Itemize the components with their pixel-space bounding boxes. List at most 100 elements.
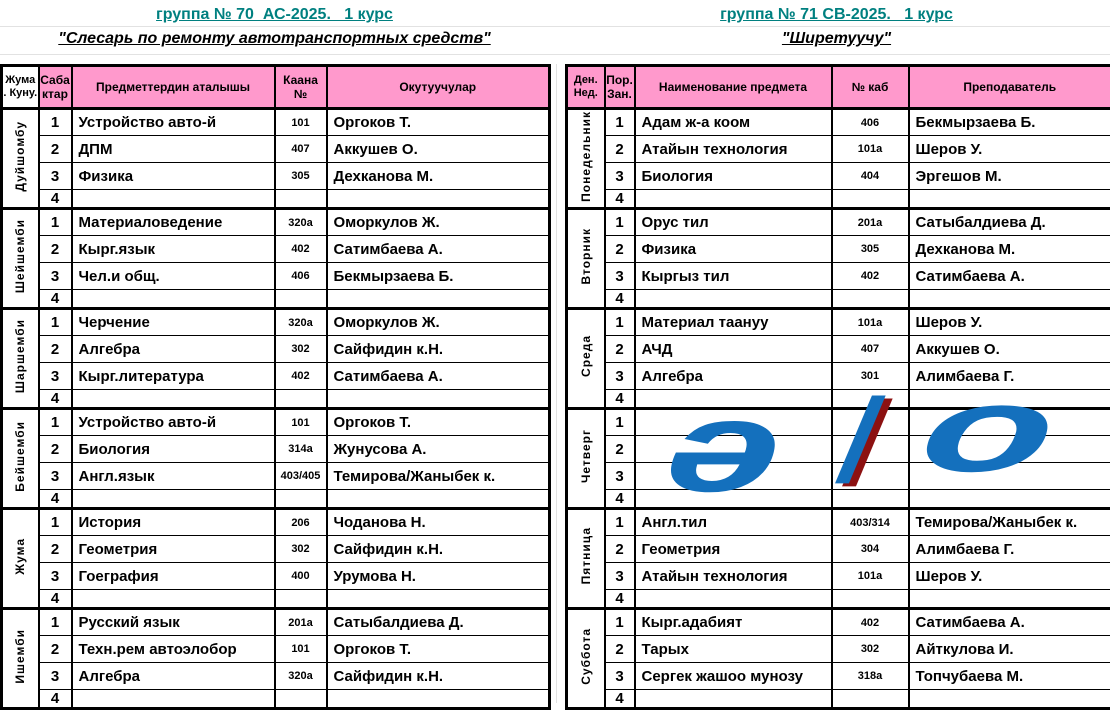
lesson-number-cell: 3 [605, 563, 635, 590]
lesson-number-cell: 2 [39, 336, 72, 363]
subject-cell [635, 390, 832, 409]
room-number-cell [832, 436, 909, 463]
teacher-cell: Оморкулов Ж. [327, 309, 550, 336]
lesson-number-cell: 4 [39, 190, 72, 209]
teacher-cell [909, 409, 1110, 436]
lesson-number-cell: 1 [605, 209, 635, 236]
lesson-number-cell: 2 [39, 536, 72, 563]
teacher-cell [327, 590, 550, 609]
day-name-label: Шейшемби [13, 219, 27, 293]
lesson-number-cell: 4 [605, 590, 635, 609]
room-number-cell [275, 590, 327, 609]
teacher-cell: Оморкулов Ж. [327, 209, 550, 236]
day-name-label: Дуйшомбу [13, 121, 27, 192]
sheet-gridline [556, 64, 557, 703]
day-name-cell: Жума [2, 509, 39, 609]
lesson-number-cell: 2 [605, 136, 635, 163]
lesson-row: 2 [567, 436, 1110, 463]
column-header-subject: Наименование предмета [635, 66, 832, 109]
room-number-cell: 101 [275, 636, 327, 663]
room-number-cell: 406 [832, 109, 909, 136]
day-name-cell: Четверг [567, 409, 605, 509]
room-number-cell: 314а [275, 436, 327, 463]
teacher-cell: Темирова/Жаныбек к. [909, 509, 1110, 536]
room-number-cell: 101 [275, 409, 327, 436]
column-header-room: № каб [832, 66, 909, 109]
subject-cell: Геометрия [72, 536, 275, 563]
teacher-cell [327, 690, 550, 709]
teacher-cell: Шеров У. [909, 136, 1110, 163]
lesson-number-cell: 4 [605, 690, 635, 709]
subject-cell: Тарых [635, 636, 832, 663]
schedule-table-group-71: Ден. Нед. Пор. Зан. Наименование предмет… [565, 64, 1110, 710]
subject-cell: Устройство авто-й [72, 409, 275, 436]
lesson-number-cell: 3 [39, 463, 72, 490]
teacher-cell: Дехканова М. [909, 236, 1110, 263]
day-name-cell: Ишемби [2, 609, 39, 709]
lesson-number-cell: 3 [605, 363, 635, 390]
left-group-subtitle: "Слесарь по ремонту автотранспортных сре… [1, 28, 548, 50]
lesson-number-cell: 4 [39, 590, 72, 609]
left-group-title: группа № 70 АС-2025. 1 курс [1, 4, 548, 26]
teacher-cell: Оргоков Т. [327, 409, 550, 436]
right-group-title: группа № 71 СВ-2025. 1 курс [565, 4, 1108, 26]
room-number-cell: 407 [275, 136, 327, 163]
teacher-cell [327, 390, 550, 409]
column-header-lesson: Саба ктар [39, 66, 72, 109]
room-number-cell [832, 409, 909, 436]
lesson-number-cell: 1 [605, 309, 635, 336]
teacher-cell [909, 190, 1110, 209]
day-name-cell: Суббота [567, 609, 605, 709]
lesson-number-cell: 1 [39, 309, 72, 336]
day-name-cell: Дуйшомбу [2, 109, 39, 209]
room-number-cell [832, 190, 909, 209]
column-header-lesson: Пор. Зан. [605, 66, 635, 109]
lesson-number-cell: 1 [39, 209, 72, 236]
lesson-number-cell: 2 [605, 536, 635, 563]
lesson-number-cell: 1 [605, 409, 635, 436]
subject-cell [72, 490, 275, 509]
lesson-number-cell: 2 [605, 236, 635, 263]
lesson-number-cell: 3 [39, 663, 72, 690]
subject-cell [635, 690, 832, 709]
day-name-cell: Бейшемби [2, 409, 39, 509]
room-number-cell: 402 [832, 263, 909, 290]
teacher-cell: Оргоков Т. [327, 109, 550, 136]
lesson-number-cell: 4 [605, 390, 635, 409]
day-name-cell: Понедельник [567, 109, 605, 209]
subject-cell: Биология [635, 163, 832, 190]
column-header-teacher: Окутуучулар [327, 66, 550, 109]
subject-cell: Атайын технология [635, 136, 832, 163]
lesson-number-cell: 2 [39, 236, 72, 263]
room-number-cell [275, 690, 327, 709]
lesson-number-cell: 2 [39, 436, 72, 463]
room-number-cell: 320а [275, 663, 327, 690]
teacher-cell: Алимбаева Г. [909, 363, 1110, 390]
subject-cell [635, 290, 832, 309]
teacher-cell: Сатыбалдиева Д. [327, 609, 550, 636]
lesson-number-cell: 2 [605, 636, 635, 663]
right-group-header: группа № 71 СВ-2025. 1 курс "Ширетуучу" [565, 0, 1108, 50]
room-number-cell: 404 [832, 163, 909, 190]
teacher-cell: Урумова Н. [327, 563, 550, 590]
teacher-cell: Шеров У. [909, 309, 1110, 336]
table-header-row: Ден. Нед. Пор. Зан. Наименование предмет… [567, 66, 1110, 109]
teacher-cell [909, 290, 1110, 309]
room-number-cell [832, 463, 909, 490]
subject-cell [635, 190, 832, 209]
day-name-label: Ишемби [13, 629, 27, 684]
room-number-cell: 201а [275, 609, 327, 636]
lesson-number-cell: 1 [39, 409, 72, 436]
